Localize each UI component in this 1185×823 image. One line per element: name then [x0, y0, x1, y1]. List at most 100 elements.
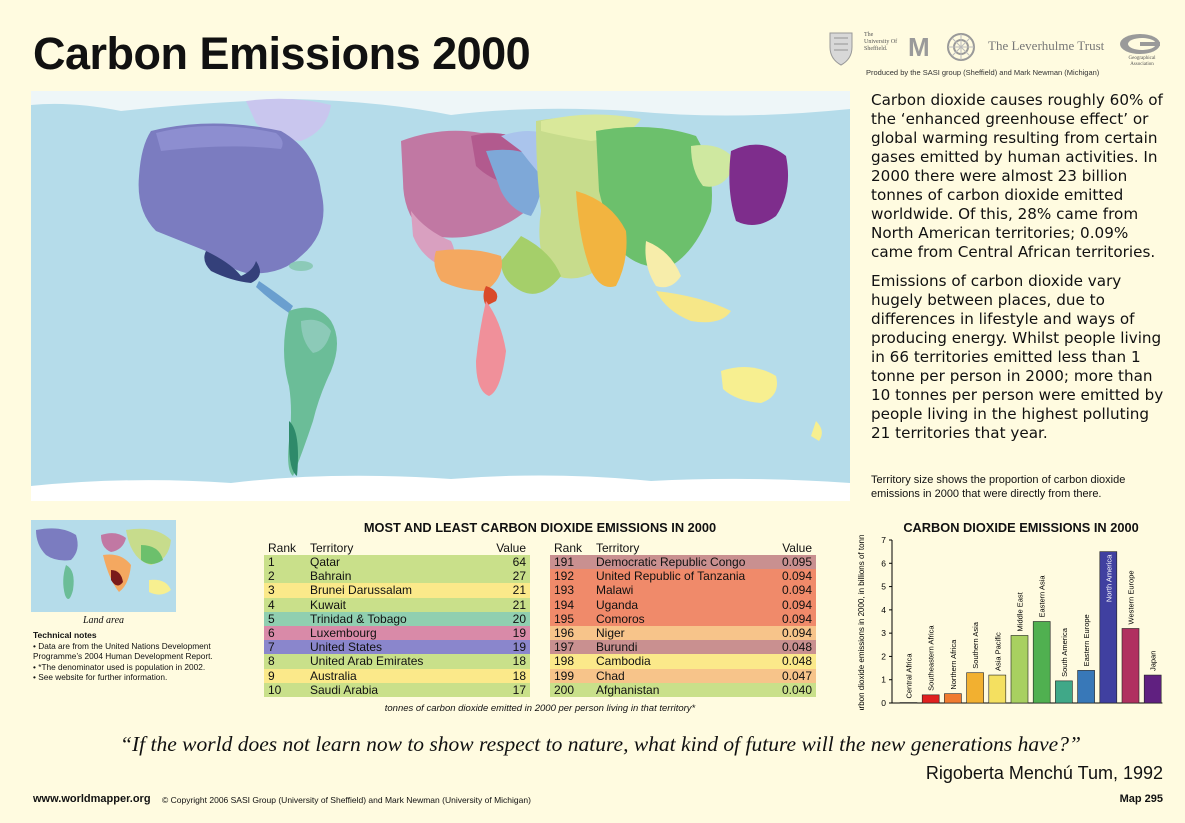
- table-cell-rank: 192: [554, 569, 575, 584]
- table-cell-value: 27: [512, 569, 526, 584]
- table-cell-rank: 4: [268, 597, 275, 612]
- bar-northern-africa: [944, 693, 962, 704]
- india-region: [576, 191, 627, 287]
- table-cell-territory: Cambodia: [596, 654, 651, 669]
- land-area-map-graphic: [36, 528, 171, 599]
- world-cartogram-graphic: [31, 91, 850, 501]
- least-emissions-rows: 191 Democratic Republic Congo 0.095 192 Unit…: [550, 555, 816, 698]
- table-row: 200 Afghanistan 0.040: [550, 682, 816, 698]
- table-cell-rank: 196: [554, 626, 575, 641]
- sheffield-logo-icon: [829, 32, 853, 66]
- bar-label: South America: [1060, 627, 1069, 677]
- table-cell-territory: Chad: [596, 668, 625, 683]
- table-cell-territory: Kuwait: [310, 597, 347, 612]
- table-cell-rank: 1: [268, 555, 275, 569]
- table-row: 1 Qatar 64: [264, 555, 530, 570]
- technical-note-item: *The denominator used is population in 2…: [33, 662, 223, 673]
- bar-label: Middle East: [1016, 591, 1025, 631]
- table-cell-territory: Malawi: [596, 583, 634, 598]
- inset-caption: Land area: [82, 615, 125, 626]
- southeast-asia-region: [645, 241, 681, 288]
- middle-east-region: [501, 236, 561, 294]
- table-cell-territory: Democratic Republic Congo: [596, 555, 746, 569]
- table-row: 10 Saudi Arabia 17: [264, 682, 530, 698]
- table-cell-value: 0.094: [781, 583, 812, 598]
- table-cell-value: 0.040: [781, 682, 812, 697]
- mexico-region: [204, 251, 260, 283]
- bar-southeastern-africa: [921, 694, 940, 704]
- bar-eastern-europe: [1077, 670, 1095, 704]
- table-cell-territory: Trinidad & Tobago: [310, 611, 407, 626]
- bar-label: Northern Africa: [949, 639, 958, 690]
- land-area-inset-map: [31, 520, 176, 612]
- table-row: 192 United Republic of Tanzania 0.094: [550, 569, 816, 584]
- technical-note-item: Data are from the United Nations Develop…: [33, 641, 223, 662]
- table-cell-rank: 195: [554, 611, 575, 626]
- table-cell-value: 0.048: [781, 640, 812, 655]
- y-axis-label: carbon dioxide emissions in 2000, in bil…: [857, 535, 866, 710]
- table-cell-value: 21: [512, 583, 526, 598]
- table-row: 3 Brunei Darussalam 21: [264, 583, 530, 598]
- territory-header: Territory: [596, 541, 640, 555]
- table-row: 4 Kuwait 21: [264, 597, 530, 612]
- table-cell-value: 0.048: [781, 654, 812, 669]
- table-cell-rank: 197: [554, 640, 575, 655]
- table-cell-value: 18: [512, 654, 526, 669]
- website-link[interactable]: www.worldmapper.org: [33, 793, 151, 805]
- producer-credit: Produced by the SASI group (Sheffield) a…: [866, 68, 1100, 77]
- table-cell-value: 64: [512, 555, 526, 569]
- y-tick-label: 3: [881, 628, 886, 638]
- map-number: Map 295: [1119, 793, 1163, 805]
- table-cell-territory: Uganda: [596, 597, 639, 612]
- table-row: 195 Comoros 0.094: [550, 611, 816, 627]
- table-cell-rank: 7: [268, 640, 275, 655]
- table-cell-territory: Niger: [596, 626, 625, 641]
- table-cell-rank: 3: [268, 583, 275, 598]
- copyright-text: © Copyright 2006 SASI Group (University …: [162, 795, 531, 805]
- table-note: tonnes of carbon dioxide emitted in 2000…: [384, 703, 696, 714]
- table-cell-rank: 194: [554, 597, 575, 612]
- bar-western-europe: [1121, 628, 1140, 704]
- table-row: 191 Democratic Republic Congo 0.095: [550, 555, 816, 570]
- cartogram-map: [31, 91, 850, 501]
- table-cell-rank: 8: [268, 654, 275, 669]
- table-cell-value: 0.094: [781, 611, 812, 626]
- korea-region: [691, 145, 736, 187]
- table-cell-territory: Australia: [310, 668, 357, 683]
- geographical-association-icon: [1120, 34, 1160, 54]
- bar-eastern-asia: [1032, 621, 1051, 704]
- most-emissions-table: Rank Territory Value 1 Qatar 64 2 Bahrain 27 3…: [264, 541, 530, 698]
- table-row: 197 Burundi 0.048: [550, 640, 816, 655]
- table-cell-territory: United Arab Emirates: [310, 654, 424, 669]
- bar-north-america: [1099, 551, 1118, 704]
- antarctica-region: [31, 475, 850, 501]
- table-cell-rank: 5: [268, 611, 275, 626]
- eastern-europe-region: [486, 149, 543, 216]
- table-cell-rank: 200: [554, 682, 575, 697]
- table-row: 194 Uganda 0.094: [550, 597, 816, 612]
- north-africa-region: [434, 249, 502, 291]
- technical-notes: Technical notes Data are from the United…: [33, 630, 223, 683]
- table-row: 198 Cambodia 0.048: [550, 654, 816, 669]
- bar-label: Southeastern Africa: [927, 625, 936, 691]
- australia-region: [721, 367, 777, 403]
- table-cell-territory: United Republic of Tanzania: [596, 569, 746, 584]
- table-cell-rank: 191: [554, 555, 575, 569]
- bar-label: Southern Asia: [971, 621, 980, 669]
- logos-strip: The University Of Sheffield. M The Lever…: [828, 30, 1163, 78]
- table-cell-rank: 2: [268, 569, 275, 584]
- north-america-region: [138, 123, 324, 274]
- table-cell-territory: Bahrain: [310, 569, 352, 584]
- y-tick-label: 6: [881, 558, 886, 568]
- table-cell-territory: Afghanistan: [596, 682, 660, 697]
- venezuela-region: [301, 319, 331, 353]
- table-cell-territory: United States: [310, 640, 383, 655]
- central-africa-region: [483, 286, 498, 306]
- bar-middle-east: [1010, 635, 1029, 704]
- table-row: 2 Bahrain 27: [264, 569, 530, 584]
- table-row: 199 Chad 0.047: [550, 668, 816, 683]
- bar-label: Japan: [1149, 651, 1158, 671]
- bar-label: Central Africa: [905, 653, 914, 699]
- y-tick-label: 5: [881, 582, 886, 592]
- geographical-association-text: Geographical Association: [1128, 56, 1156, 67]
